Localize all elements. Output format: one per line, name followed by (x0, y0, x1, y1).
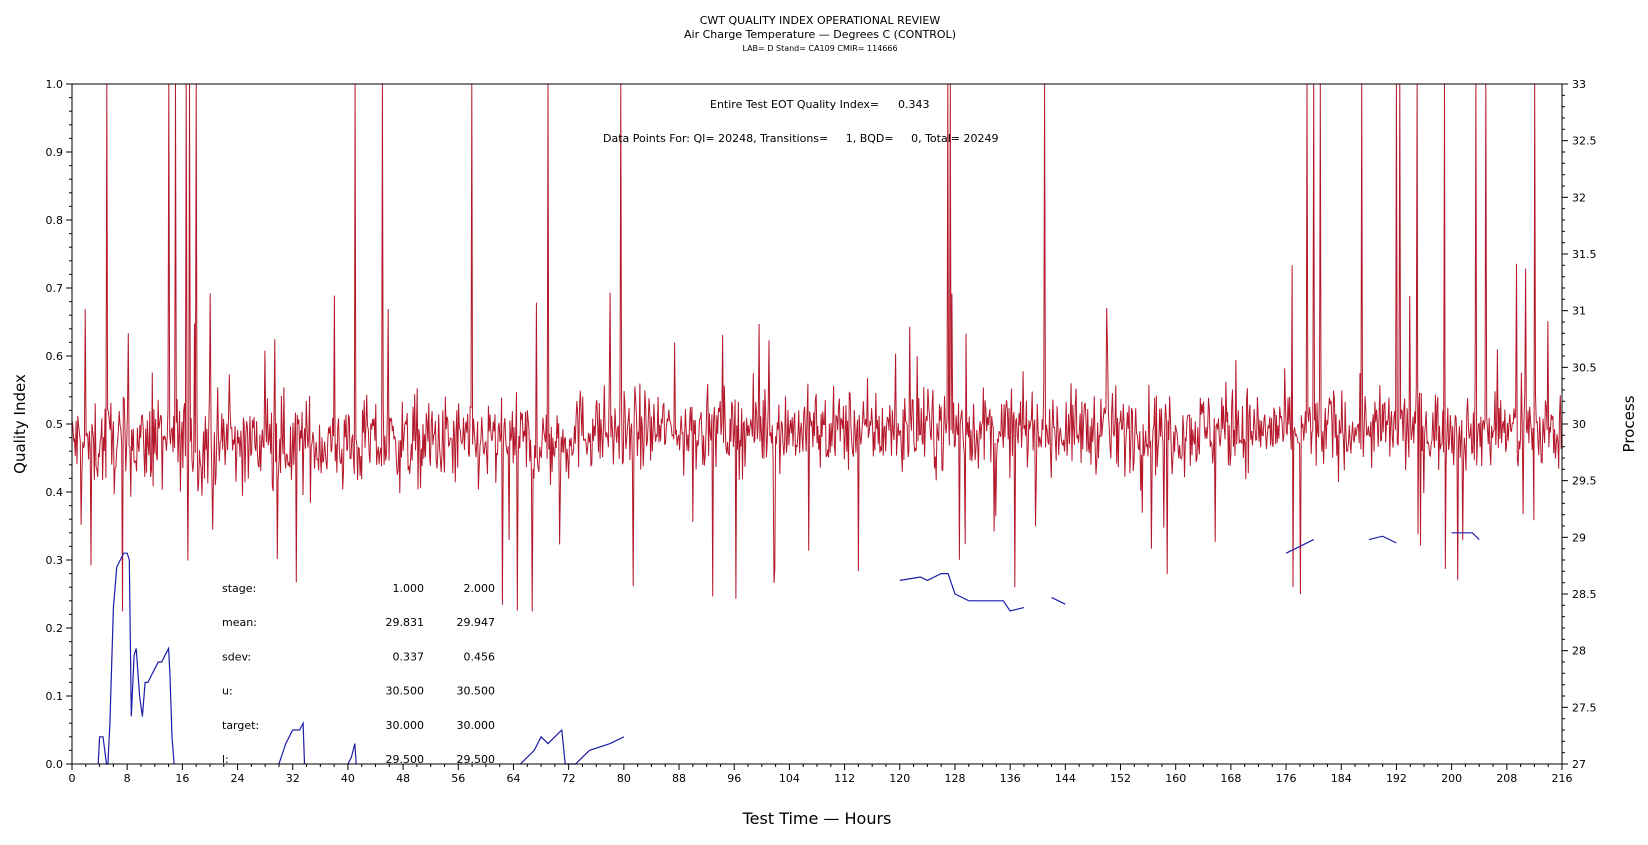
annotation-data-points: Data Points For: QI= 20248, Transitions=… (603, 132, 998, 145)
x-tick-label: 152 (1110, 772, 1131, 785)
y-left-tick-label: 0.4 (46, 486, 64, 499)
stats-table: stage: 1.000 2.000 mean: 29.831 29.947 sdev: 0.… (222, 582, 495, 766)
stats-row-stage1: 1.000 (393, 582, 425, 595)
y-left-tick-label: 0.9 (46, 146, 64, 159)
chart-subtitle: Air Charge Temperature — Degrees C (CONT… (684, 28, 956, 41)
x-tick-label: 32 (286, 772, 300, 785)
y-right-tick-label: 29 (1572, 531, 1586, 544)
x-tick-label: 168 (1220, 772, 1241, 785)
x-tick-label: 16 (175, 772, 189, 785)
y-axis-left-label: Quality Index (11, 374, 29, 474)
stats-row-stage2: 2.000 (464, 582, 496, 595)
stats-row-stage1: 0.337 (393, 650, 425, 663)
y-right-tick-label: 28 (1572, 645, 1586, 658)
y-left-tick-label: 0.0 (46, 758, 64, 771)
y-left-tick-label: 1.0 (46, 78, 64, 91)
x-tick-label: 208 (1496, 772, 1517, 785)
stats-row-stage1: 30.500 (386, 685, 425, 698)
stats-row-stage2: 0.456 (464, 650, 496, 663)
x-axis: 0 8 16 24 32 40 48 56 64 72 80 88 96 104 112 120 128 136 1… (69, 764, 1573, 785)
x-tick-label: 136 (1000, 772, 1021, 785)
x-tick-label: 176 (1276, 772, 1297, 785)
y-right-tick-label: 33 (1572, 78, 1586, 91)
y-right-tick-label: 32.5 (1572, 135, 1597, 148)
y-right-tick-label: 31.5 (1572, 248, 1597, 261)
eot-value: 0.343 (898, 98, 930, 111)
y-right-tick-label: 27 (1572, 758, 1586, 771)
x-tick-label: 80 (617, 772, 631, 785)
x-tick-label: 96 (727, 772, 741, 785)
stats-row-stage1: 29.831 (386, 616, 425, 629)
quality-index-line (98, 531, 1562, 764)
x-tick-label: 112 (834, 772, 855, 785)
x-tick-label: 8 (124, 772, 131, 785)
chart-subsubtitle: LAB= D Stand= CA109 CMIR= 114666 (742, 44, 897, 53)
x-tick-label: 200 (1441, 772, 1462, 785)
x-tick-label: 160 (1165, 772, 1186, 785)
x-tick-label: 40 (341, 772, 355, 785)
y-axis-left: 0.0 0.1 0.2 0.3 0.4 0.5 0.6 0.7 0.8 0.9 1.0 (46, 78, 72, 771)
x-tick-label: 216 (1552, 772, 1573, 785)
x-tick-label: 88 (672, 772, 686, 785)
chart-title: CWT QUALITY INDEX OPERATIONAL REVIEW (700, 14, 941, 27)
x-tick-label: 56 (451, 772, 465, 785)
x-tick-label: 0 (69, 772, 76, 785)
y-left-tick-label: 0.5 (46, 418, 64, 431)
y-right-tick-label: 30 (1572, 418, 1586, 431)
x-tick-label: 192 (1386, 772, 1407, 785)
y-right-tick-label: 27.5 (1572, 701, 1597, 714)
series-process (71, 83, 1562, 612)
x-tick-label: 24 (231, 772, 245, 785)
stats-row-stage1: 30.000 (386, 719, 425, 732)
y-axis-right-label: Process (1620, 395, 1638, 452)
stats-row-stage2: 30.000 (457, 719, 496, 732)
y-left-tick-label: 0.1 (46, 690, 64, 703)
x-axis-label: Test Time — Hours (742, 809, 892, 828)
x-tick-label: 72 (562, 772, 576, 785)
x-tick-label: 64 (506, 772, 520, 785)
y-right-tick-label: 28.5 (1572, 588, 1597, 601)
x-tick-label: 120 (889, 772, 910, 785)
x-tick-label: 104 (779, 772, 800, 785)
y-left-tick-label: 0.6 (46, 350, 64, 363)
stats-row-stage2: 29.500 (457, 753, 496, 766)
stats-row-stage1: 29.500 (386, 753, 425, 766)
stats-row-label: l: (222, 753, 229, 766)
y-left-tick-label: 0.8 (46, 214, 64, 227)
y-right-tick-label: 32 (1572, 191, 1586, 204)
stats-row-label: target: (222, 719, 259, 732)
title-block: CWT QUALITY INDEX OPERATIONAL REVIEW Air… (684, 14, 956, 53)
annotation-eot: Entire Test EOT Quality Index= 0.343 (710, 98, 930, 111)
eot-label: Entire Test EOT Quality Index= (710, 98, 879, 111)
y-right-tick-label: 30.5 (1572, 361, 1597, 374)
stats-row-stage2: 30.500 (457, 685, 496, 698)
x-tick-label: 144 (1055, 772, 1076, 785)
stats-row-label: stage: (222, 582, 256, 595)
y-axis-right: 27 27.5 28 28.5 29 29.5 30 30.5 31 31.5 32 32.5 33 (1562, 78, 1597, 771)
y-left-tick-label: 0.3 (46, 554, 64, 567)
x-tick-label: 128 (944, 772, 965, 785)
stats-row-stage2: 29.947 (457, 616, 496, 629)
x-tick-label: 184 (1331, 772, 1352, 785)
process-line (71, 83, 1562, 612)
y-left-tick-label: 0.2 (46, 622, 64, 635)
y-right-tick-label: 29.5 (1572, 475, 1597, 488)
x-tick-label: 48 (396, 772, 410, 785)
stats-row-label: mean: (222, 616, 257, 629)
series-quality-index (98, 531, 1562, 764)
y-right-tick-label: 31 (1572, 305, 1586, 318)
stats-row-label: sdev: (222, 650, 251, 663)
stats-row-label: u: (222, 685, 233, 698)
y-left-tick-label: 0.7 (46, 282, 64, 295)
